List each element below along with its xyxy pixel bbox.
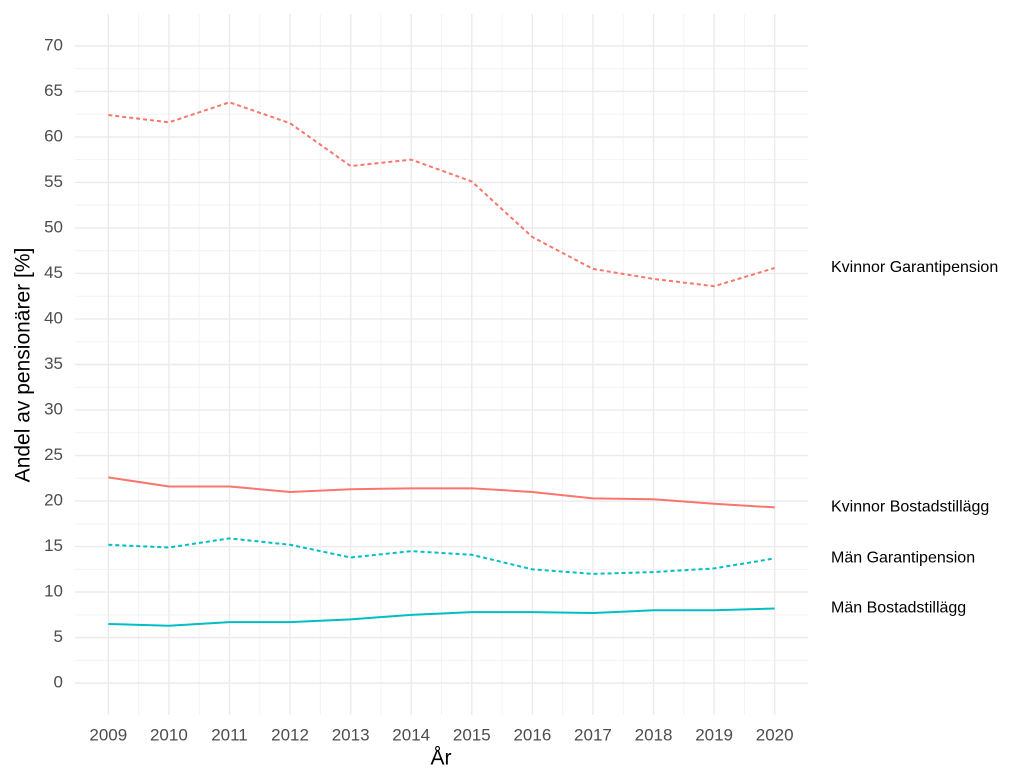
series-label: Kvinnor Garantipension (831, 259, 998, 276)
y-tick-label: 55 (44, 172, 63, 191)
y-axis-title: Andel av pensionärer [%] (12, 248, 35, 483)
x-tick-label: 2009 (89, 725, 127, 744)
y-tick-label: 0 (54, 673, 63, 692)
x-tick-label: 2019 (695, 725, 733, 744)
x-tick-label: 2020 (756, 725, 794, 744)
y-tick-label: 50 (44, 217, 63, 236)
y-tick-label: 60 (44, 126, 63, 145)
x-tick-label: 2011 (211, 725, 248, 744)
series-line (108, 607, 775, 627)
y-tick-label: 35 (44, 354, 63, 373)
x-tick-label: 2017 (574, 725, 612, 744)
x-tick-label: 2010 (150, 725, 188, 744)
y-tick-label: 20 (44, 491, 63, 510)
x-tick-label: 2014 (392, 725, 430, 744)
y-tick-label: 40 (44, 308, 63, 327)
y-tick-label: 70 (44, 35, 63, 54)
y-tick-label: 5 (54, 627, 63, 646)
x-tick-label: 2012 (271, 725, 309, 744)
x-tick-label: 2013 (332, 725, 370, 744)
x-axis-title: År (431, 747, 452, 769)
series-label: Kvinnor Bostadstillägg (831, 499, 989, 516)
series-label: Män Garantipension (831, 550, 975, 567)
y-tick-label: 65 (44, 81, 63, 100)
series-line (108, 101, 775, 288)
y-tick-label: 25 (44, 445, 63, 464)
series-label: Män Bostadstillägg (831, 600, 966, 617)
series-line (108, 476, 775, 509)
y-tick-label: 45 (44, 263, 63, 282)
series-line (108, 537, 775, 575)
x-tick-label: 2015 (453, 725, 491, 744)
y-tick-label: 15 (44, 536, 63, 555)
y-tick-label: 10 (44, 582, 63, 601)
x-tick-label: 2016 (513, 725, 551, 744)
y-tick-label: 30 (44, 400, 63, 419)
x-tick-label: 2018 (635, 725, 673, 744)
